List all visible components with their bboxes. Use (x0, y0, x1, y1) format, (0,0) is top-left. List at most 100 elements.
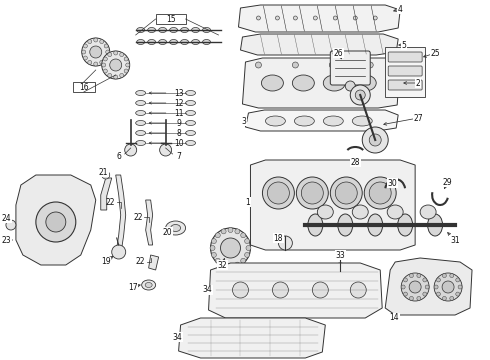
Circle shape (434, 285, 438, 289)
Circle shape (211, 239, 217, 244)
Ellipse shape (186, 90, 196, 95)
Circle shape (228, 264, 233, 269)
Text: 34: 34 (172, 333, 182, 342)
Text: 22: 22 (136, 257, 146, 266)
Ellipse shape (323, 75, 345, 91)
Ellipse shape (266, 116, 285, 126)
Circle shape (373, 16, 377, 20)
Text: 16: 16 (79, 82, 89, 91)
Circle shape (88, 40, 92, 44)
Circle shape (437, 292, 441, 296)
Circle shape (228, 228, 233, 233)
Polygon shape (241, 34, 398, 55)
Circle shape (82, 50, 86, 54)
Ellipse shape (136, 121, 146, 126)
Ellipse shape (202, 40, 211, 45)
Ellipse shape (159, 27, 167, 32)
Circle shape (362, 127, 388, 153)
Circle shape (256, 16, 261, 20)
Polygon shape (148, 255, 159, 270)
Circle shape (245, 252, 249, 257)
Ellipse shape (398, 214, 413, 236)
Circle shape (275, 16, 279, 20)
Text: 10: 10 (174, 139, 183, 148)
Polygon shape (239, 5, 400, 32)
Circle shape (82, 38, 110, 66)
Text: 4: 4 (398, 5, 403, 14)
Circle shape (333, 16, 337, 20)
Circle shape (350, 85, 370, 105)
Polygon shape (101, 178, 112, 210)
Text: 27: 27 (414, 113, 423, 122)
Polygon shape (116, 175, 126, 255)
Ellipse shape (308, 214, 323, 236)
Circle shape (293, 62, 298, 68)
Circle shape (301, 182, 323, 204)
Ellipse shape (181, 27, 189, 32)
Text: 33: 33 (336, 251, 345, 260)
Ellipse shape (136, 140, 146, 145)
Text: 28: 28 (350, 158, 360, 166)
Ellipse shape (294, 116, 315, 126)
Ellipse shape (181, 40, 189, 45)
Circle shape (330, 177, 362, 209)
Circle shape (410, 296, 414, 300)
Text: 6: 6 (116, 152, 121, 161)
Text: 11: 11 (174, 108, 183, 117)
Circle shape (241, 233, 245, 238)
Ellipse shape (186, 111, 196, 116)
Circle shape (114, 51, 118, 55)
Circle shape (100, 60, 104, 64)
Circle shape (215, 233, 221, 238)
Circle shape (104, 44, 108, 48)
Circle shape (403, 278, 408, 282)
Ellipse shape (170, 27, 177, 32)
Circle shape (294, 16, 297, 20)
Text: 15: 15 (166, 14, 175, 23)
Ellipse shape (293, 75, 315, 91)
Circle shape (102, 51, 130, 79)
Ellipse shape (136, 100, 146, 105)
Text: 22: 22 (134, 212, 144, 221)
Circle shape (126, 63, 130, 67)
Circle shape (108, 73, 112, 77)
Circle shape (329, 62, 335, 68)
Polygon shape (146, 200, 153, 245)
Circle shape (120, 73, 123, 77)
Circle shape (442, 274, 446, 278)
Circle shape (120, 53, 123, 57)
Circle shape (437, 278, 441, 282)
Text: 34: 34 (203, 285, 213, 294)
Ellipse shape (334, 263, 346, 271)
Circle shape (104, 56, 108, 60)
Ellipse shape (136, 111, 146, 116)
Circle shape (221, 262, 226, 267)
Circle shape (409, 281, 421, 293)
Circle shape (312, 282, 328, 298)
Circle shape (272, 282, 289, 298)
Circle shape (434, 273, 462, 301)
Circle shape (124, 69, 128, 73)
Ellipse shape (159, 40, 167, 45)
Circle shape (160, 144, 172, 156)
Circle shape (410, 274, 414, 278)
Circle shape (401, 285, 405, 289)
Ellipse shape (338, 214, 353, 236)
Ellipse shape (166, 221, 186, 235)
Text: 17: 17 (128, 283, 138, 292)
Circle shape (108, 53, 112, 57)
Polygon shape (245, 110, 398, 131)
Circle shape (124, 57, 128, 61)
Circle shape (112, 245, 126, 259)
Ellipse shape (323, 116, 343, 126)
Ellipse shape (136, 131, 146, 135)
Ellipse shape (170, 40, 177, 45)
Circle shape (90, 46, 102, 58)
Circle shape (103, 69, 107, 73)
Text: 32: 32 (218, 261, 227, 270)
Circle shape (106, 50, 110, 54)
Bar (156, 14, 186, 24)
Text: 8: 8 (176, 129, 181, 138)
Circle shape (442, 281, 454, 293)
Circle shape (255, 62, 262, 68)
